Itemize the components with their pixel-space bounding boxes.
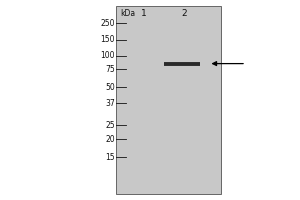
Text: 150: 150: [100, 36, 115, 45]
Text: 50: 50: [105, 83, 115, 92]
Text: 25: 25: [105, 120, 115, 130]
Text: 100: 100: [100, 51, 115, 60]
Text: 250: 250: [100, 19, 115, 27]
Text: 2: 2: [182, 9, 187, 18]
Text: 1: 1: [141, 9, 147, 18]
Text: 20: 20: [105, 134, 115, 144]
Text: kDa: kDa: [120, 9, 135, 18]
Bar: [116, 6, 220, 194]
Text: 37: 37: [105, 98, 115, 108]
Text: 15: 15: [105, 153, 115, 162]
Text: 75: 75: [105, 64, 115, 73]
